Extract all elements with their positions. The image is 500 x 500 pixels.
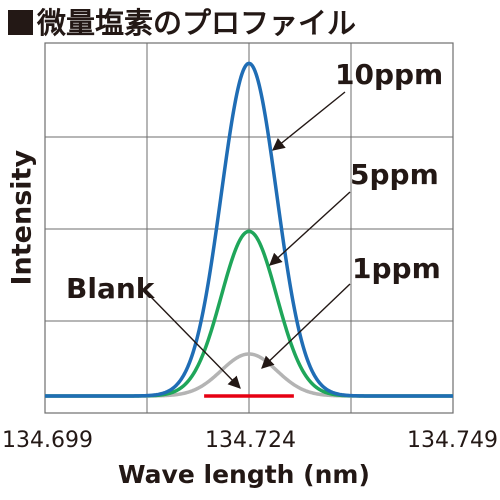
callout-5ppm: 5ppm <box>350 158 439 191</box>
grid <box>44 42 454 414</box>
callout-10ppm: 10ppm <box>335 58 444 91</box>
x-tick-label-right: 134.749 <box>407 428 498 453</box>
arrow-10ppm <box>272 91 346 151</box>
arrow-blank <box>149 295 241 389</box>
curves <box>44 61 454 398</box>
callout-1ppm: 1ppm <box>352 252 441 285</box>
series-line-10ppm <box>44 61 454 398</box>
callout-arrows <box>149 91 351 389</box>
arrow-1ppm <box>261 283 351 369</box>
x-tick-label-mid: 134.724 <box>205 428 296 453</box>
x-axis-label: Wave length (nm) <box>118 460 370 489</box>
chart-title-text: 微量塩素のプロファイル <box>37 6 357 40</box>
callout-blank: Blank <box>66 272 155 305</box>
plot-frame <box>44 42 454 414</box>
x-tick-label-left: 134.699 <box>2 428 93 453</box>
chart-title: 微量塩素のプロファイル <box>8 0 356 42</box>
arrow-5ppm <box>269 191 351 266</box>
title-square-icon <box>8 10 33 35</box>
